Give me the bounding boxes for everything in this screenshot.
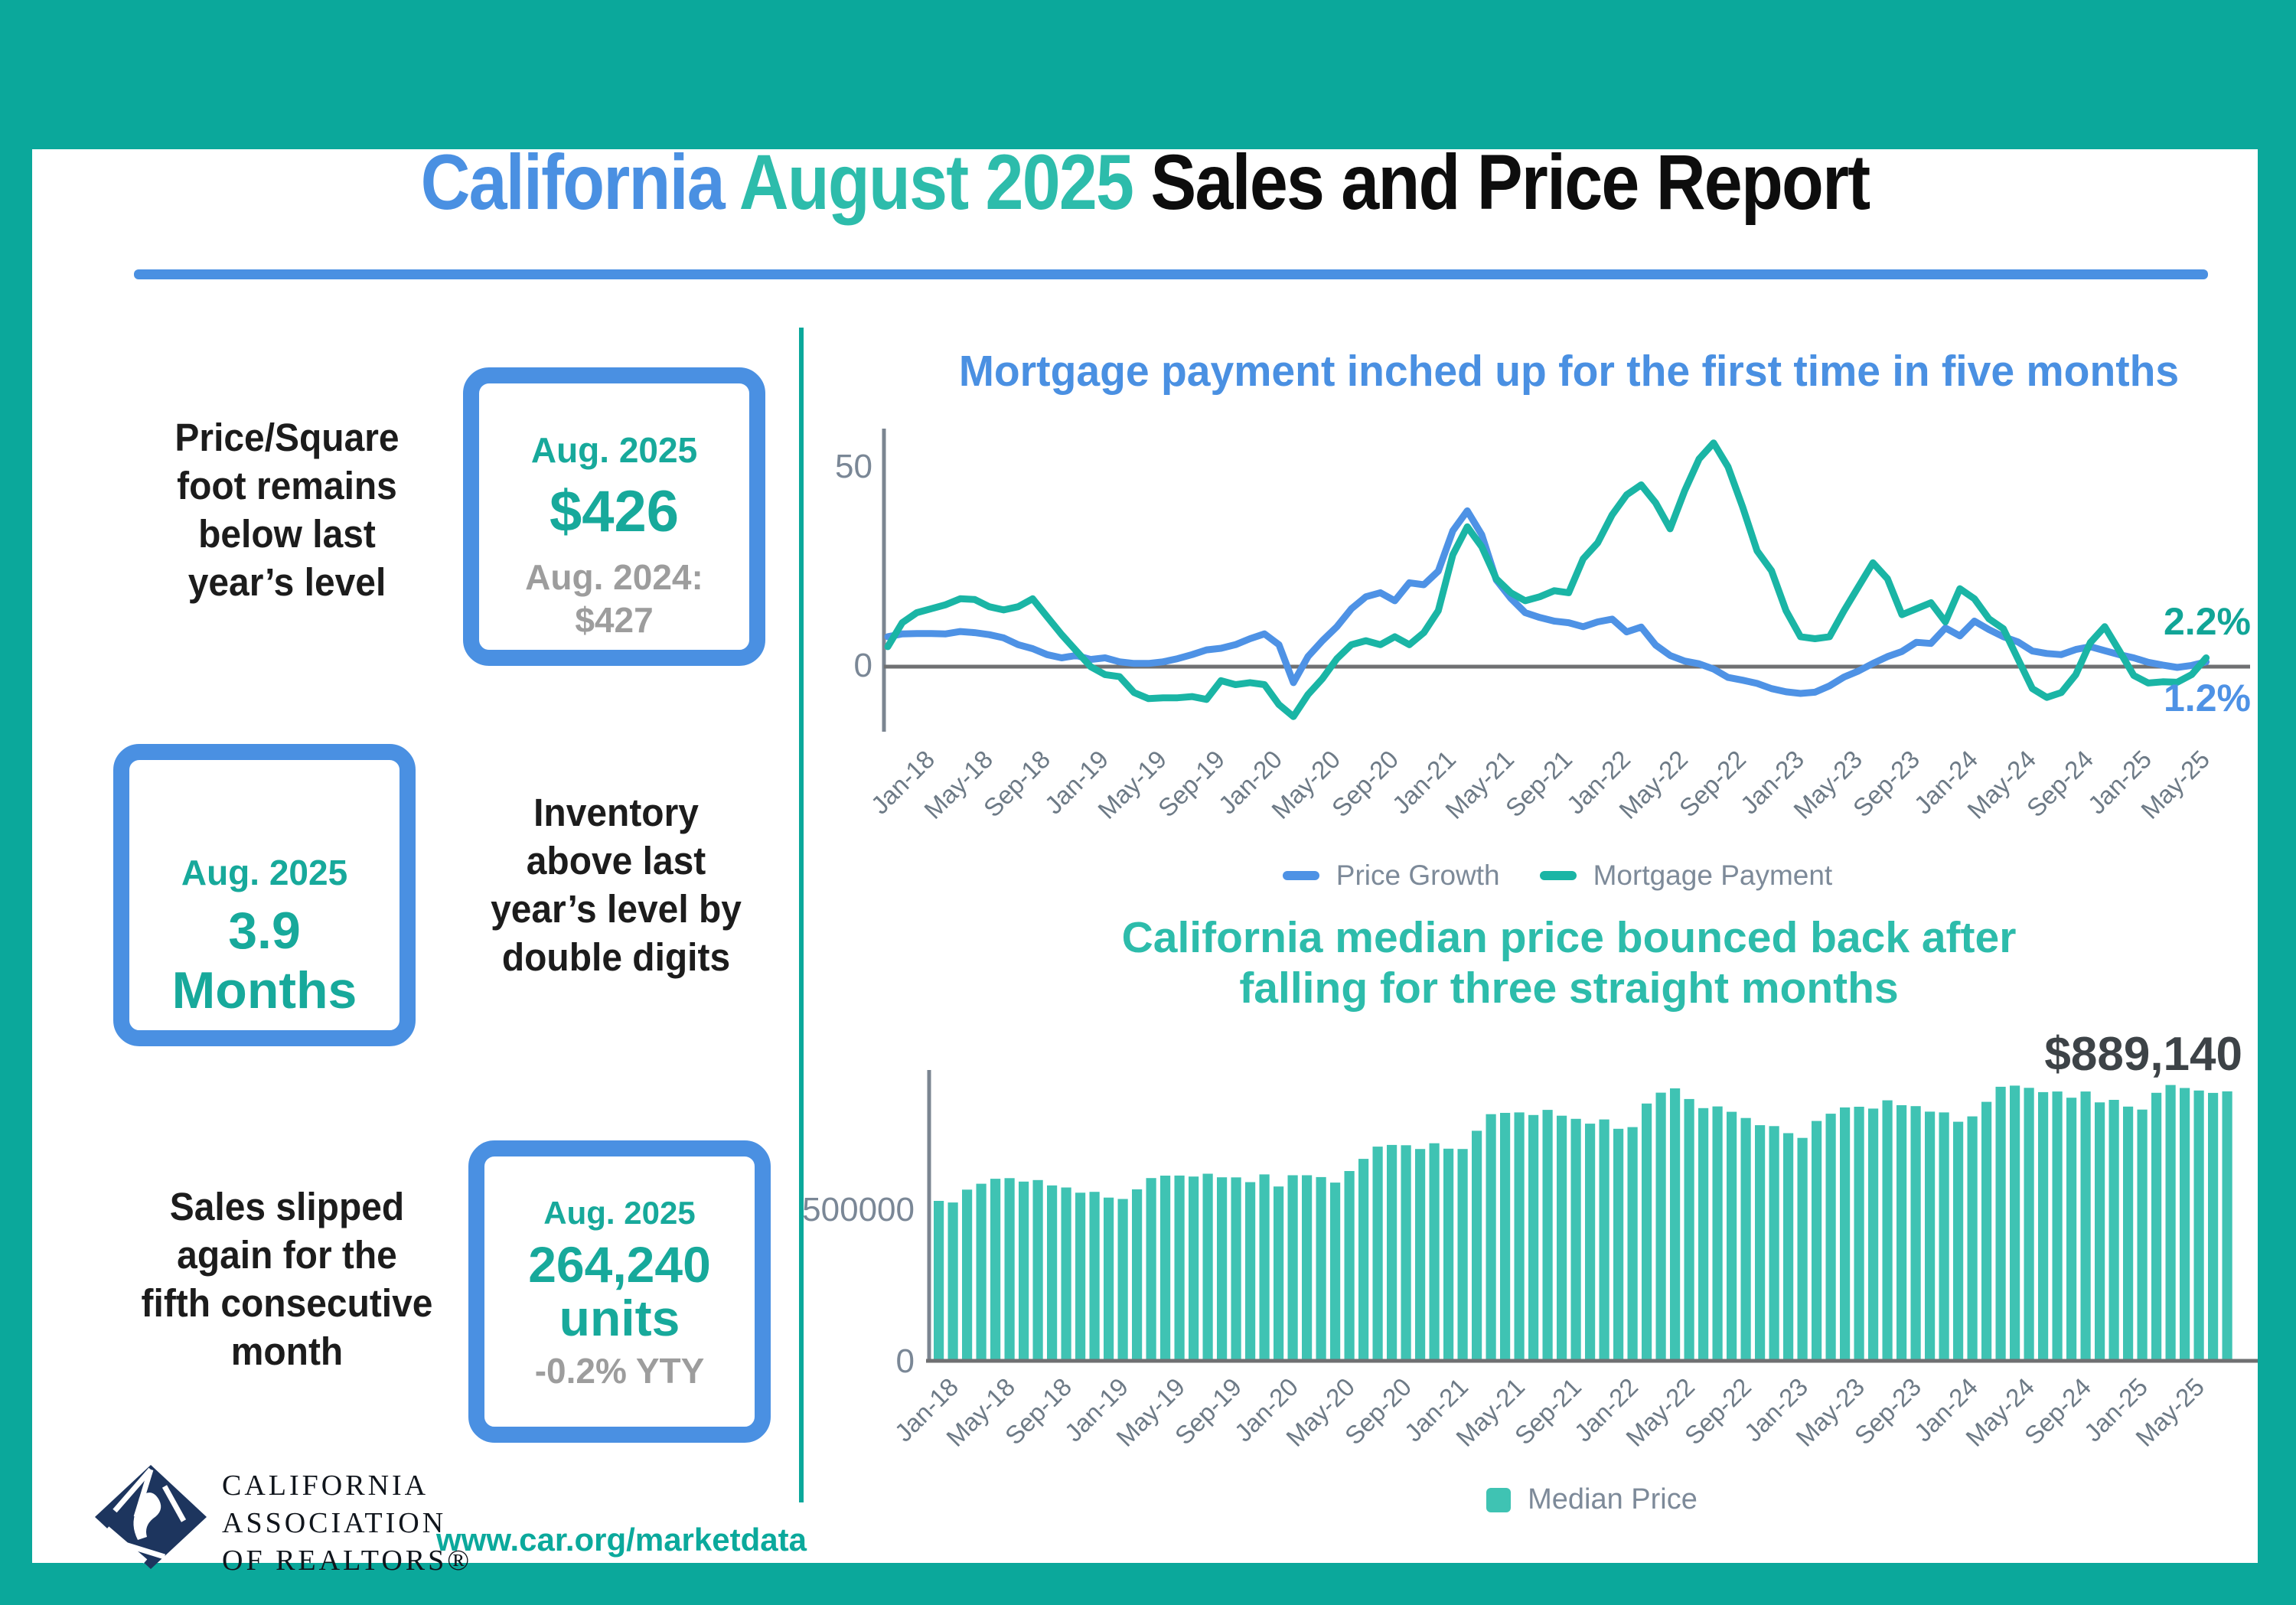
vertical-divider (799, 328, 804, 1502)
median-price-legend-swatch (1486, 1487, 1512, 1512)
price-growth-legend-label: Price Growth (1336, 860, 1500, 891)
stat-price-sqft-text: Price/Square foot remains below last yea… (174, 416, 400, 604)
report-card: California August 2025 Sales and Price R… (32, 139, 2258, 1577)
title-report: Sales and Price Report (1133, 139, 1870, 226)
stat-box-period: Aug. 2025 (530, 430, 698, 470)
stat-inventory-box: Aug. 2025 3.9 Months (113, 744, 416, 1046)
stat-box-value: $426 (549, 479, 680, 544)
bar-chart-ytick-0: 0 (895, 1342, 915, 1380)
mortgage-end-label: 2.2% (2164, 600, 2251, 643)
stat-box-value: 3.9 Months (171, 902, 357, 1019)
line-chart-legend: Price Growth Mortgage Payment (880, 860, 2258, 892)
line-chart-ytick-50: 50 (835, 448, 872, 485)
org-name: CALIFORNIA ASSOCIATION OF REALTORS® (222, 1470, 473, 1577)
title-month: August 2025 (739, 139, 1134, 226)
stat-box-period: Aug. 2025 (181, 853, 348, 892)
stat-sales-box: Aug. 2025 264,240 units -0.2% YTY (468, 1140, 771, 1443)
page-title: California August 2025 Sales and Price R… (165, 138, 2124, 227)
price-end-label: 1.2% (2164, 677, 2251, 719)
stat-sales-text: Sales slipped again for the fifth consec… (141, 1185, 433, 1373)
bar-chart-title: California median price bounced back aft… (1121, 913, 2017, 1013)
stat-box-compare-value: $427 (575, 600, 654, 640)
mortgage-payment-legend-label: Mortgage Payment (1593, 860, 1833, 891)
car-logo-icon (95, 1465, 207, 1569)
price-growth-legend-swatch (1282, 871, 1319, 880)
bar-chart-legend: Median Price (926, 1483, 2258, 1516)
stat-box-period: Aug. 2025 (543, 1195, 696, 1231)
stat-box-compare-label: Aug. 2024: (525, 557, 703, 597)
bar-chart (926, 1070, 2258, 1363)
site-url: www.car.org/marketdata (436, 1522, 807, 1558)
stat-box-value-units: units (559, 1290, 680, 1346)
stat-box-value: 264,240 (528, 1236, 711, 1293)
line-chart (882, 429, 2250, 732)
title-underline (134, 269, 2208, 279)
title-california: California (420, 139, 739, 226)
bar-chart-annotation: $889,140 (2044, 1028, 2242, 1081)
mortgage-payment-legend-swatch (1539, 871, 1577, 880)
stat-price-sqft-box: Aug. 2025 $426 Aug. 2024: $427 (463, 367, 765, 666)
stat-box-sub: -0.2% YTY (534, 1351, 705, 1391)
bar-chart-ytick-500000: 500000 (802, 1191, 915, 1228)
line-chart-ytick-0: 0 (853, 647, 872, 684)
stat-inventory-text: Inventory above last year’s level by dou… (491, 791, 742, 979)
median-price-legend-label: Median Price (1528, 1483, 1698, 1515)
line-chart-title: Mortgage payment inched up for the first… (958, 347, 2180, 396)
